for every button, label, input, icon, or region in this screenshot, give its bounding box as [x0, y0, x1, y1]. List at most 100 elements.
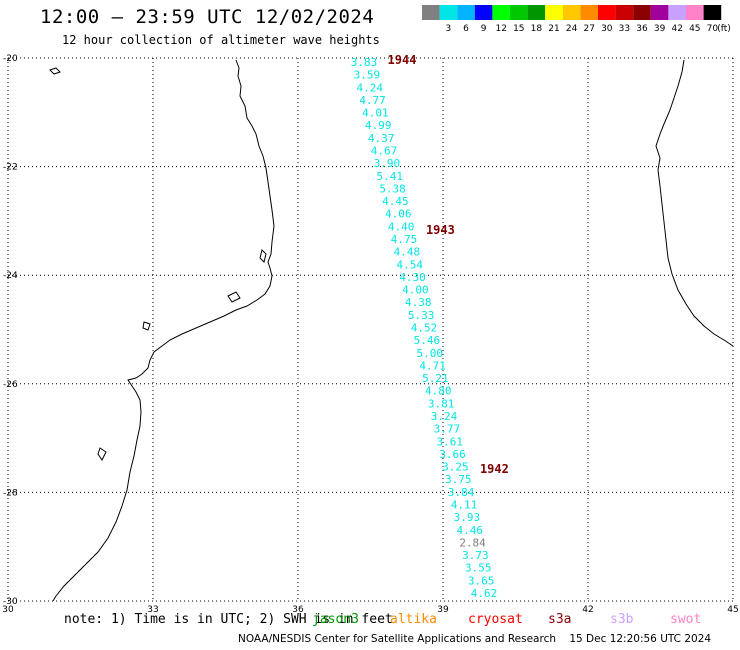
note-row: note: 1) Time is in UTC; 2) SWH is in fe…	[0, 612, 740, 630]
lat-tick-label: -30	[3, 597, 18, 607]
swh-value: 3.66	[439, 448, 466, 461]
legend-swatch	[562, 5, 581, 20]
swh-value: 4.38	[405, 296, 432, 309]
legend-swatch	[510, 5, 528, 20]
satellite-label-s3b: s3b	[610, 612, 634, 627]
swh-value: 4.00	[402, 284, 429, 297]
swh-value: 3.55	[465, 562, 492, 575]
legend-swatch	[686, 5, 704, 20]
legend-label: 12	[495, 24, 506, 34]
legend-label: 27	[583, 24, 594, 34]
legend-swatch	[615, 5, 634, 20]
page-subtitle: 12 hour collection of altimeter wave hei…	[62, 33, 380, 47]
lat-tick-label: -22	[3, 163, 18, 173]
satellite-label-cryosat: cryosat	[468, 612, 523, 627]
swh-value: 4.77	[359, 94, 386, 107]
swh-value: 4.67	[371, 145, 398, 158]
lon-tick-label: 36	[292, 605, 304, 615]
swh-value: 3.93	[454, 511, 481, 524]
lon-tick-label: 39	[437, 605, 449, 615]
swh-value: 3.65	[468, 574, 495, 587]
track-time-label: 1942	[480, 462, 509, 476]
swh-value: 5.00	[416, 347, 443, 360]
page-title: 12:00 — 23:59 UTC 12/02/2024	[40, 6, 375, 28]
legend-label: 21	[548, 24, 559, 34]
swh-value: 4.30	[399, 271, 426, 284]
swh-value: 3.73	[462, 549, 489, 562]
swh-value: 3.61	[436, 435, 463, 448]
swh-value: 4.54	[396, 258, 423, 271]
lake-mark-2	[227, 291, 241, 303]
swh-value: 4.06	[385, 208, 412, 221]
legend-label: 36	[636, 24, 648, 34]
swh-value: 5.41	[376, 170, 403, 183]
swh-value: 5.33	[408, 309, 435, 322]
track-time-label: 1944	[388, 53, 417, 67]
legend-swatch	[580, 5, 598, 20]
bazaruto-island	[259, 249, 267, 263]
legend-swatch	[492, 5, 510, 20]
swh-value: 2.84	[459, 536, 486, 549]
swh-value: 4.48	[394, 246, 421, 259]
lat-tick-label: -20	[3, 54, 18, 64]
note-text: note: 1) Time is in UTC; 2) SWH is in fe…	[64, 612, 393, 627]
legend-swatch	[668, 5, 686, 20]
lon-tick-label: 30	[2, 605, 14, 615]
legend-swatch	[633, 5, 651, 20]
swh-value: 3.75	[445, 473, 472, 486]
legend-swatch	[545, 5, 563, 20]
madagascar-coastline	[655, 59, 734, 347]
swh-value: 4.40	[388, 220, 415, 233]
satellite-label-altika: altika	[390, 612, 437, 627]
legend-label: 9	[481, 24, 487, 34]
swh-value: 5.46	[414, 334, 441, 347]
lat-lon-grid: 30 33 36 39 42 45 -20 -22 -24 -26 -28 -30	[2, 54, 738, 615]
legend-label: 6	[463, 24, 469, 34]
inhaca-island	[142, 321, 151, 331]
swh-value: 4.46	[456, 524, 483, 537]
swh-value: 4.37	[368, 132, 395, 145]
swh-value: 4.24	[356, 81, 383, 94]
legend-label: 3	[446, 24, 452, 34]
legend-swatch	[527, 5, 546, 20]
legend-swatch	[474, 5, 493, 20]
swh-values: 3.833.594.244.774.014.994.374.673.905.41…	[351, 56, 498, 600]
africa-coastline	[52, 59, 275, 602]
swh-value: 3.77	[434, 423, 461, 436]
legend-label: 70	[707, 24, 719, 34]
legend-swatch	[457, 5, 475, 20]
legend-label: 45	[689, 24, 700, 34]
legend-label: 30	[601, 24, 613, 34]
satellite-label-jason3: jason3	[312, 612, 359, 627]
track-times: 1944 1943 1942	[388, 53, 509, 476]
swh-value: 4.80	[425, 385, 452, 398]
color-legend: 3 6 9 12 15 18 21 24 27 30 33 36 39 42 45 70 (ft)	[422, 5, 731, 34]
swh-value: 3.24	[431, 410, 458, 423]
satellite-label-swot: swot	[670, 612, 702, 627]
legend-label: 42	[671, 24, 682, 34]
legend-swatch	[650, 5, 669, 20]
legend-swatch	[703, 5, 722, 20]
lake-mark	[97, 447, 107, 461]
lon-tick-label: 42	[582, 605, 593, 615]
swh-value: 3.81	[428, 397, 455, 410]
swh-value: 4.52	[411, 322, 438, 335]
swh-value: 4.45	[382, 195, 409, 208]
mozambique-island	[49, 67, 61, 75]
lat-tick-label: -26	[3, 380, 18, 390]
legend-label: 39	[654, 24, 666, 34]
swh-value: 4.11	[451, 499, 478, 512]
swh-value: 3.90	[374, 157, 401, 170]
swh-value: 4.62	[471, 587, 498, 600]
lon-tick-label: 45	[727, 605, 738, 615]
satellite-label-s3a: s3a	[548, 612, 572, 627]
swh-value: 5.21	[422, 372, 449, 385]
lat-tick-label: -28	[3, 488, 18, 498]
legend-label: 15	[513, 24, 524, 34]
swh-value: 4.99	[365, 119, 392, 132]
swh-value: 4.01	[362, 107, 389, 120]
swh-value: 3.59	[354, 69, 381, 82]
swh-value: 5.38	[379, 182, 406, 195]
legend-swatch	[598, 5, 616, 20]
